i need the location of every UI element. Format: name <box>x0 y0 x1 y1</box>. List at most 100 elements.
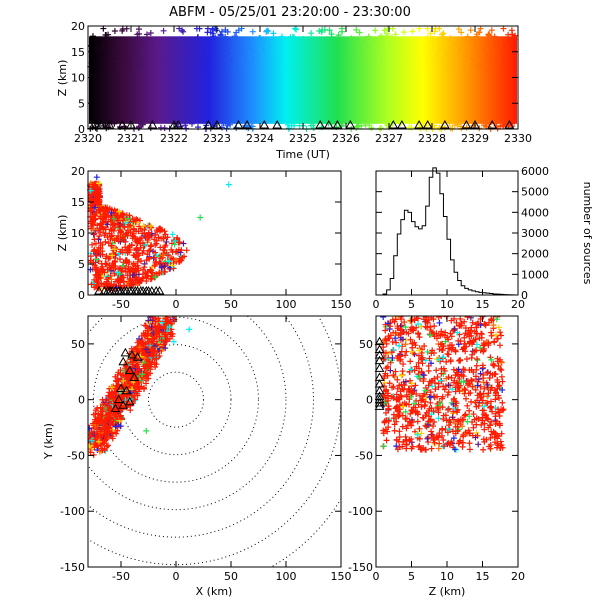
x-height-source <box>99 251 106 258</box>
time-height-source <box>100 41 107 48</box>
time-height-source <box>203 39 210 46</box>
plan-view-source <box>144 357 151 364</box>
height-y-source <box>469 383 476 390</box>
x-height-source <box>91 197 98 204</box>
height-y-source <box>416 392 423 399</box>
x-height-source <box>151 262 158 269</box>
height-y-source <box>385 405 392 412</box>
height-y-source <box>430 408 437 415</box>
plan-view-source <box>129 354 136 361</box>
time-height-source <box>265 43 272 50</box>
height-y-source <box>425 368 432 375</box>
x-height-source <box>103 280 110 287</box>
height-y-source <box>432 386 439 393</box>
time-height-source <box>310 48 317 55</box>
height-y-source <box>496 382 503 389</box>
y-tick-label: 20 <box>71 20 85 33</box>
plan-view-source <box>108 429 115 436</box>
height-y-source <box>439 393 446 400</box>
range-rings <box>88 316 341 567</box>
plan-view-source <box>113 430 120 437</box>
plan-view-sources <box>88 316 193 458</box>
time-height-source <box>424 47 431 54</box>
height-y-source <box>475 402 482 409</box>
plan-view-source <box>156 333 163 340</box>
plan-view-source <box>135 361 142 368</box>
x-height-source <box>139 275 146 282</box>
station-marker <box>332 119 343 129</box>
height-y-source <box>411 317 418 324</box>
time-height-source <box>477 25 484 32</box>
x-height-source <box>166 258 173 265</box>
height-y-source <box>407 336 414 343</box>
height-y-source <box>468 376 475 383</box>
time-height-source <box>222 26 229 33</box>
height-y-source <box>466 440 473 447</box>
x-height-source <box>197 214 204 221</box>
height-y-source <box>464 331 471 338</box>
height-y-source <box>498 332 505 339</box>
height-y-source <box>479 397 486 404</box>
time-height-source <box>310 53 317 60</box>
time-height-source <box>447 37 454 44</box>
time-height-source <box>105 31 112 38</box>
height-y-source <box>447 357 454 364</box>
time-height-source <box>194 41 201 48</box>
height-y-source <box>421 401 428 408</box>
height-y-source <box>497 342 504 349</box>
height-y-station-markers <box>374 336 385 410</box>
x-height-source <box>125 215 132 222</box>
height-y-source <box>427 332 434 339</box>
time-height-source <box>467 27 474 34</box>
x-height-source <box>98 280 105 287</box>
height-y-source <box>393 391 400 398</box>
x-height-source <box>163 238 170 245</box>
plan-view-source <box>162 329 169 336</box>
time-height-source <box>446 120 453 127</box>
x-height-x-ticks: -50 0 50 100 150 <box>112 171 352 311</box>
plan-view-source <box>145 318 152 325</box>
height-y-source <box>467 389 474 396</box>
x-height-source <box>180 240 187 247</box>
time-height-source <box>194 58 201 65</box>
height-y-source <box>454 380 461 387</box>
time-height-source <box>212 34 219 41</box>
time-height-source <box>319 57 326 64</box>
time-height-panel: 2320 2321 2322 2323 2324 2325 2326 2327 2328 2329… <box>56 20 532 161</box>
time-height-source <box>135 56 142 63</box>
x-height-source <box>151 236 158 243</box>
time-height-source <box>133 49 140 56</box>
height-y-source <box>390 383 397 390</box>
plan-view-source <box>95 438 102 445</box>
plan-view-source <box>90 411 97 418</box>
height-y-source <box>469 432 476 439</box>
plan-view-source <box>88 424 90 426</box>
height-y-source <box>470 424 477 431</box>
time-height-source <box>224 122 231 129</box>
height-y-source <box>491 430 498 437</box>
x-height-source <box>134 239 141 246</box>
time-height-source <box>448 59 455 66</box>
time-height-source <box>147 30 154 37</box>
x-height-source <box>225 181 232 188</box>
x-height-source <box>104 266 111 273</box>
plan-view-source <box>103 436 110 443</box>
height-y-source <box>384 320 391 327</box>
plan-view-source <box>133 364 140 371</box>
height-y-source <box>418 403 425 410</box>
time-height-source <box>464 33 471 40</box>
time-height-source <box>481 46 488 53</box>
station-marker <box>154 285 165 295</box>
x-height-source <box>153 227 160 234</box>
time-height-source <box>256 34 263 41</box>
plan-view-source <box>105 442 112 449</box>
height-y-source <box>420 378 427 385</box>
station-marker <box>242 119 252 129</box>
height-y-source <box>448 346 455 353</box>
plan-view-source <box>145 371 152 378</box>
time-height-source <box>268 61 275 68</box>
time-height-source <box>368 124 375 131</box>
x-height-source <box>92 204 99 211</box>
plan-view-source <box>105 402 112 409</box>
time-height-source <box>502 62 509 69</box>
